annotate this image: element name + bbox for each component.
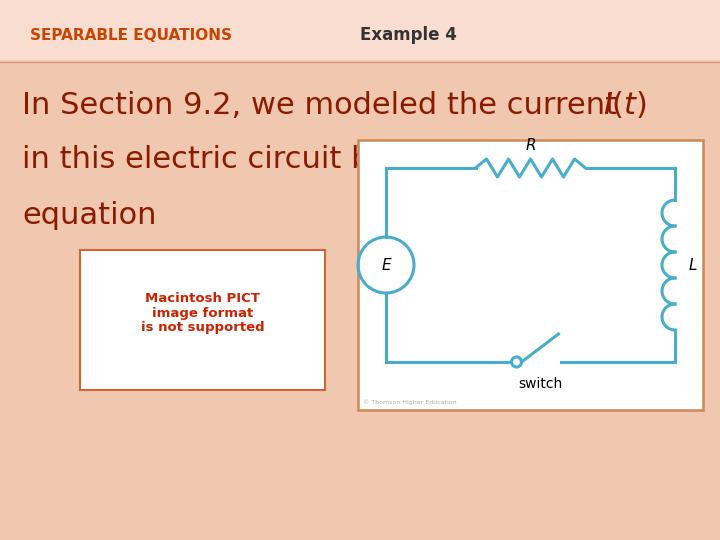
FancyBboxPatch shape	[358, 140, 703, 410]
Text: L: L	[689, 258, 697, 273]
Text: R: R	[525, 138, 536, 153]
Text: In Section 9.2, we modeled the current: In Section 9.2, we modeled the current	[22, 91, 627, 119]
FancyBboxPatch shape	[0, 0, 720, 60]
Text: E: E	[381, 258, 391, 273]
Text: $\mathit{I}$$\mathit{(t)}$: $\mathit{I}$$\mathit{(t)}$	[603, 90, 647, 120]
Text: switch: switch	[518, 377, 562, 391]
Text: © Thomson Higher Education: © Thomson Higher Education	[363, 400, 456, 405]
Text: Example 4: Example 4	[360, 26, 457, 44]
Text: SEPARABLE EQUATIONS: SEPARABLE EQUATIONS	[30, 28, 232, 43]
Text: Macintosh PICT
image format
is not supported: Macintosh PICT image format is not suppo…	[140, 292, 264, 334]
FancyBboxPatch shape	[80, 250, 325, 390]
Text: in this electric circuit by the differential: in this electric circuit by the differen…	[22, 145, 624, 174]
Text: equation: equation	[22, 200, 156, 230]
